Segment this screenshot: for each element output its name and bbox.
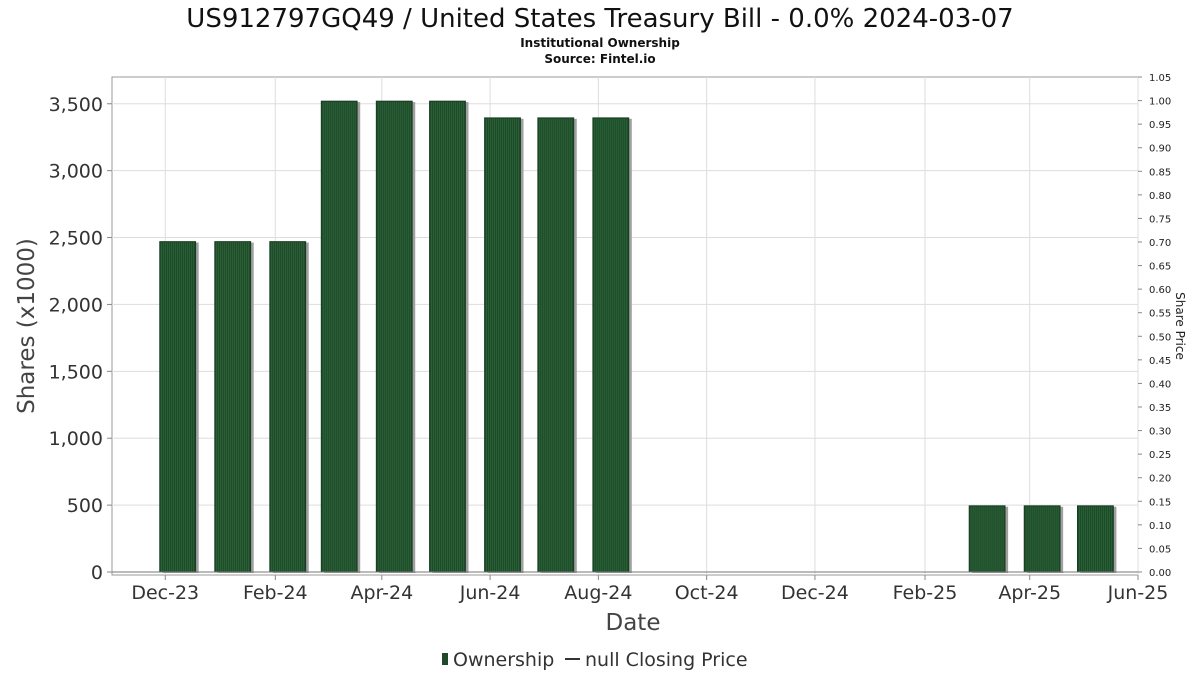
y2-tick-label: 0.20 xyxy=(1149,474,1171,485)
y2-tick-label: 0.90 xyxy=(1149,144,1171,155)
y2-tick-label: 0.40 xyxy=(1149,379,1171,390)
y2-tick-label: 0.80 xyxy=(1149,191,1171,202)
legend: Ownership null Closing Price xyxy=(442,649,748,671)
y2-tick-label: 0.70 xyxy=(1149,238,1171,249)
bar xyxy=(214,241,254,573)
y-tick-label: 2,000 xyxy=(49,294,103,316)
bar xyxy=(968,505,1009,573)
x-tick-label: Feb-25 xyxy=(893,582,958,604)
legend-label-price: null Closing Price xyxy=(585,649,748,671)
y2-tick-label: 0.15 xyxy=(1149,497,1171,508)
x-tick-label: Oct-24 xyxy=(675,582,739,604)
y2-tick-label: 0.30 xyxy=(1149,427,1171,438)
y-axis-label: Shares (x1000) xyxy=(14,238,40,414)
y-tick-label: 2,500 xyxy=(49,228,103,250)
bars xyxy=(159,100,1117,574)
x-tick-label: Apr-25 xyxy=(998,582,1061,604)
x-tick-label: Apr-24 xyxy=(350,582,413,604)
bar xyxy=(484,117,524,574)
x-tick-label: Dec-24 xyxy=(781,582,849,604)
y2-tick-label: 0.75 xyxy=(1149,214,1171,225)
y2-tick-label: 0.05 xyxy=(1149,544,1171,555)
y2-tick-label: 0.85 xyxy=(1149,167,1171,178)
y2-tick-label: 0.65 xyxy=(1149,262,1171,273)
y-tick-label: 1,000 xyxy=(49,428,103,450)
x-tick-label: Feb-24 xyxy=(243,582,308,604)
y-tick-label: 500 xyxy=(67,495,103,517)
y2-tick-label: 0.50 xyxy=(1149,332,1171,343)
y2-tick-label: 0.95 xyxy=(1149,120,1171,131)
bar xyxy=(159,241,199,573)
x-tick-label: Jun-25 xyxy=(1107,582,1169,604)
y2-tick-label: 0.25 xyxy=(1149,450,1171,461)
legend-label-ownership: Ownership xyxy=(453,649,554,671)
y2-tick-label: 0.35 xyxy=(1149,403,1171,414)
bar xyxy=(1023,505,1064,573)
bar xyxy=(537,117,577,574)
y2-tick-label: 1.05 xyxy=(1149,73,1171,84)
x-tick-label: Aug-24 xyxy=(564,582,632,604)
y2-tick-label: 0.60 xyxy=(1149,285,1171,296)
y-tick-label: 3,500 xyxy=(49,94,103,116)
x-tick-label: Jun-24 xyxy=(459,582,521,604)
bar xyxy=(1076,505,1117,573)
y2-axis-label: Share Price xyxy=(1173,292,1187,360)
x-axis-label: Date xyxy=(606,610,661,636)
bar xyxy=(429,100,469,573)
x-tick-label: Dec-23 xyxy=(131,582,199,604)
chart-title: US912797GQ49 / United States Treasury Bi… xyxy=(186,4,1013,34)
bar xyxy=(320,100,361,573)
chart-subtitle: Institutional Ownership xyxy=(520,36,680,50)
bar xyxy=(592,117,632,574)
axes: 0 500 1,000 1,500 2,000 2,500 3,000 3,500 Dec-23… xyxy=(49,73,1172,604)
y2-tick-label: 0.45 xyxy=(1149,356,1171,367)
y-tick-label: 0 xyxy=(91,562,103,584)
legend-swatch-ownership xyxy=(442,653,448,665)
y2-tick-label: 1.00 xyxy=(1149,97,1171,108)
bar xyxy=(269,241,309,573)
y-tick-label: 3,000 xyxy=(49,161,103,183)
chart-source: Source: Fintel.io xyxy=(544,52,655,66)
y2-tick-label: 0.00 xyxy=(1149,568,1171,579)
y2-tick-label: 0.55 xyxy=(1149,309,1171,320)
y2-tick-label: 0.10 xyxy=(1149,521,1171,532)
y-tick-label: 1,500 xyxy=(49,361,103,383)
bar xyxy=(375,100,416,573)
